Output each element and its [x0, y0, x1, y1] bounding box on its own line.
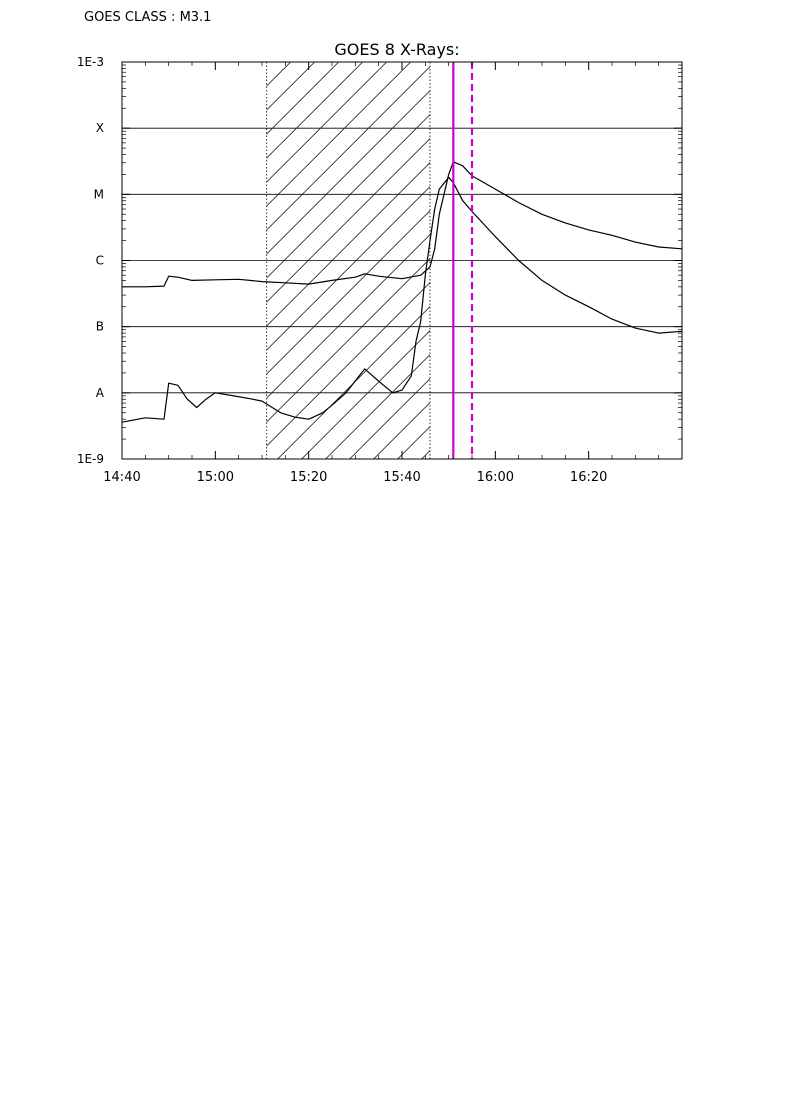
hatch-line — [266, 62, 339, 135]
axes — [121, 61, 683, 460]
chart-title: GOES 8 X-Rays: — [334, 40, 459, 59]
goes-xray-chart: GOES 8 X-Rays: 1E-3 X M C B A 1E-9 14:40 15:00 15… — [77, 40, 790, 485]
hatch-line — [266, 62, 387, 183]
y-tick-label: A — [96, 386, 105, 400]
x-tick-label: 16:00 — [477, 470, 514, 485]
y-tick-label: 1E-3 — [77, 55, 104, 69]
hatch-line — [266, 234, 430, 399]
series-line-1 — [122, 161, 682, 288]
hatch-line — [686, 62, 790, 459]
hatch-line — [266, 66, 430, 231]
hatch-line — [710, 62, 790, 459]
hatch-line — [266, 138, 430, 303]
horizontal-grid — [122, 127, 682, 394]
y-tick-label: B — [96, 320, 104, 334]
y-tick-label: M — [94, 187, 104, 201]
tick-labels: 1E-3 X M C B A 1E-9 14:40 15:00 15:20 15:40 16:00 16… — [77, 55, 608, 485]
hatch-line — [734, 62, 790, 459]
series-lines — [122, 161, 682, 423]
hatch-line — [266, 114, 430, 279]
hatch-line — [349, 378, 430, 459]
hatch-line — [782, 62, 790, 459]
y-tick-label: C — [96, 254, 104, 268]
x-tick-label: 15:00 — [197, 470, 234, 485]
hatch-line — [266, 282, 430, 447]
x-tick-label: 15:20 — [290, 470, 327, 485]
y-tick-label: 1E-9 — [77, 452, 104, 466]
x-tick-label: 15:40 — [383, 470, 420, 485]
hatch-line — [266, 186, 430, 351]
time-markers — [452, 62, 474, 459]
y-tick-label: X — [96, 121, 104, 135]
hatch-line — [301, 330, 430, 459]
goes-class-label: GOES CLASS : M3.1 — [84, 10, 212, 25]
hatch-line — [277, 306, 430, 459]
hatch-line — [266, 162, 430, 327]
hatch-lines — [266, 62, 790, 459]
series-line-2 — [122, 176, 682, 423]
hatch-line — [266, 258, 430, 423]
x-tick-label: 14:40 — [103, 470, 140, 485]
hatch-line — [266, 90, 430, 255]
hatch-line — [758, 62, 790, 459]
hatch-line — [266, 62, 363, 159]
hatch-line — [266, 62, 411, 207]
x-tick-label: 16:20 — [570, 470, 607, 485]
hatch-line — [266, 210, 430, 375]
hatched-interval — [266, 62, 790, 459]
